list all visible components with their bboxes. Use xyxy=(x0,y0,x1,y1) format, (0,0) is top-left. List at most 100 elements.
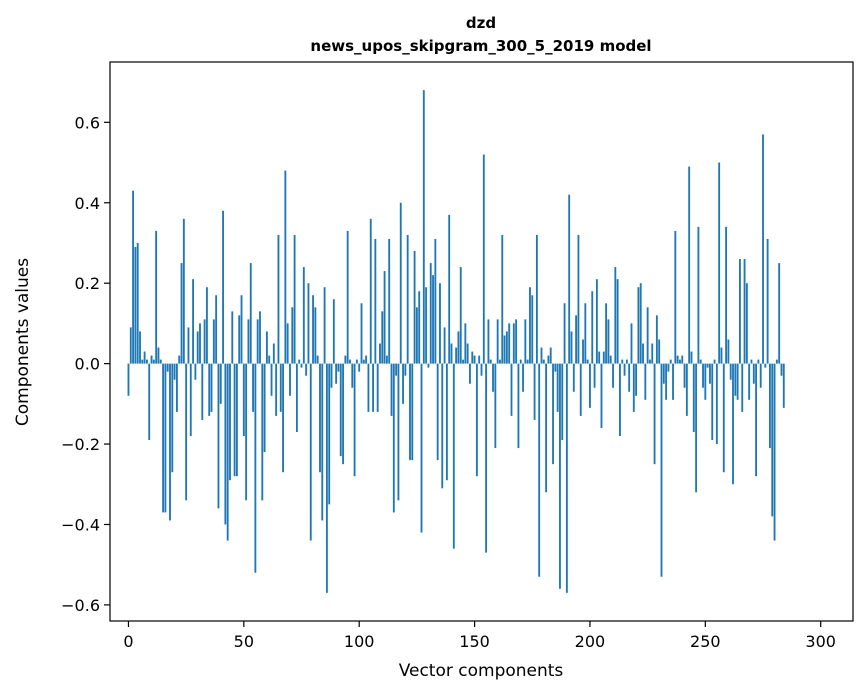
bar-269 xyxy=(748,363,751,400)
bar-264 xyxy=(736,363,739,400)
bar-111 xyxy=(383,271,386,364)
bar-59 xyxy=(263,363,266,453)
bar-61 xyxy=(268,355,271,364)
bar-271 xyxy=(752,363,755,384)
bar-142 xyxy=(455,347,458,364)
bar-45 xyxy=(231,311,234,364)
bar-267 xyxy=(743,259,746,364)
bar-3 xyxy=(134,246,137,364)
bar-56 xyxy=(256,319,259,364)
bar-239 xyxy=(679,359,681,364)
bar-247 xyxy=(697,226,700,364)
bar-217 xyxy=(628,363,631,392)
bar-169 xyxy=(517,363,520,449)
bar-156 xyxy=(487,319,490,364)
bar-278 xyxy=(769,363,771,449)
bar-39 xyxy=(217,363,220,509)
bar-185 xyxy=(554,363,557,372)
bar-249 xyxy=(702,363,704,388)
bar-38 xyxy=(215,295,218,364)
bar-57 xyxy=(259,311,261,364)
bar-104 xyxy=(367,363,370,412)
bar-131 xyxy=(429,263,432,364)
bar-237 xyxy=(674,230,677,364)
bar-63 xyxy=(272,343,275,364)
bar-112 xyxy=(385,355,388,364)
y-axis-ticks: −0.6 −0.4 −0.2 0.0 0.2 0.4 0.6 xyxy=(61,113,110,615)
bar-276 xyxy=(764,363,767,368)
bar-211 xyxy=(614,267,617,364)
bar-14 xyxy=(159,359,162,364)
bar-90 xyxy=(335,363,338,384)
bar-232 xyxy=(662,363,665,384)
bar-126 xyxy=(418,291,421,364)
bar-154 xyxy=(482,154,485,364)
bar-64 xyxy=(275,363,278,416)
bar-253 xyxy=(711,363,714,441)
bar-25 xyxy=(185,363,188,501)
x-tick-label: 250 xyxy=(690,632,721,651)
bar-127 xyxy=(420,363,423,533)
bar-200 xyxy=(589,363,591,408)
bar-118 xyxy=(399,202,402,364)
bar-281 xyxy=(775,359,778,364)
bar-268 xyxy=(745,283,748,364)
bar-160 xyxy=(496,319,499,364)
bar-198 xyxy=(584,303,587,364)
bar-175 xyxy=(531,295,534,364)
x-axis-ticks: 0 50 100 150 200 250 300 xyxy=(123,621,836,651)
bar-251 xyxy=(706,363,709,368)
bar-275 xyxy=(762,134,764,364)
bar-246 xyxy=(695,363,698,493)
bar-238 xyxy=(676,355,679,364)
bar-24 xyxy=(182,218,185,364)
bar-134 xyxy=(436,363,439,461)
bar-40 xyxy=(219,363,222,404)
y-tick-label: 0.4 xyxy=(75,194,100,213)
bar-0 xyxy=(127,363,130,396)
bar-221 xyxy=(637,287,640,364)
bar-205 xyxy=(600,363,603,428)
x-tick-label: 100 xyxy=(344,632,375,651)
bar-261 xyxy=(729,363,732,380)
bar-158 xyxy=(492,363,494,392)
bar-107 xyxy=(374,238,377,364)
bar-240 xyxy=(681,355,684,364)
bar-105 xyxy=(369,218,372,364)
bar-201 xyxy=(591,291,594,364)
bar-283 xyxy=(780,363,783,376)
bar-248 xyxy=(699,359,702,364)
bar-165 xyxy=(508,323,511,364)
bar-103 xyxy=(365,355,368,364)
bar-145 xyxy=(462,359,464,364)
bar-171 xyxy=(522,363,524,392)
bar-202 xyxy=(593,363,596,388)
bar-189 xyxy=(563,303,566,364)
bar-41 xyxy=(222,210,224,364)
bar-68 xyxy=(284,170,287,364)
y-tick-label: 0.6 xyxy=(75,113,100,132)
bar-88 xyxy=(330,363,333,388)
bar-52 xyxy=(247,319,250,364)
bar-263 xyxy=(734,363,737,396)
x-tick-label: 50 xyxy=(234,632,254,651)
bar-143 xyxy=(457,331,460,364)
bar-62 xyxy=(270,363,273,396)
bar-101 xyxy=(360,303,363,364)
bar-195 xyxy=(577,234,580,364)
x-tick-label: 200 xyxy=(575,632,606,651)
bar-178 xyxy=(538,363,541,577)
bar-216 xyxy=(625,359,628,364)
bar-174 xyxy=(529,287,531,364)
bar-162 xyxy=(501,234,504,364)
bar-138 xyxy=(445,363,448,481)
bar-43 xyxy=(226,363,229,541)
bar-100 xyxy=(358,363,361,372)
bar-30 xyxy=(196,331,199,364)
bar-9 xyxy=(148,363,151,441)
bar-277 xyxy=(766,238,769,364)
bar-262 xyxy=(732,363,734,485)
y-tick-label: −0.6 xyxy=(61,596,100,615)
bar-176 xyxy=(533,363,536,420)
